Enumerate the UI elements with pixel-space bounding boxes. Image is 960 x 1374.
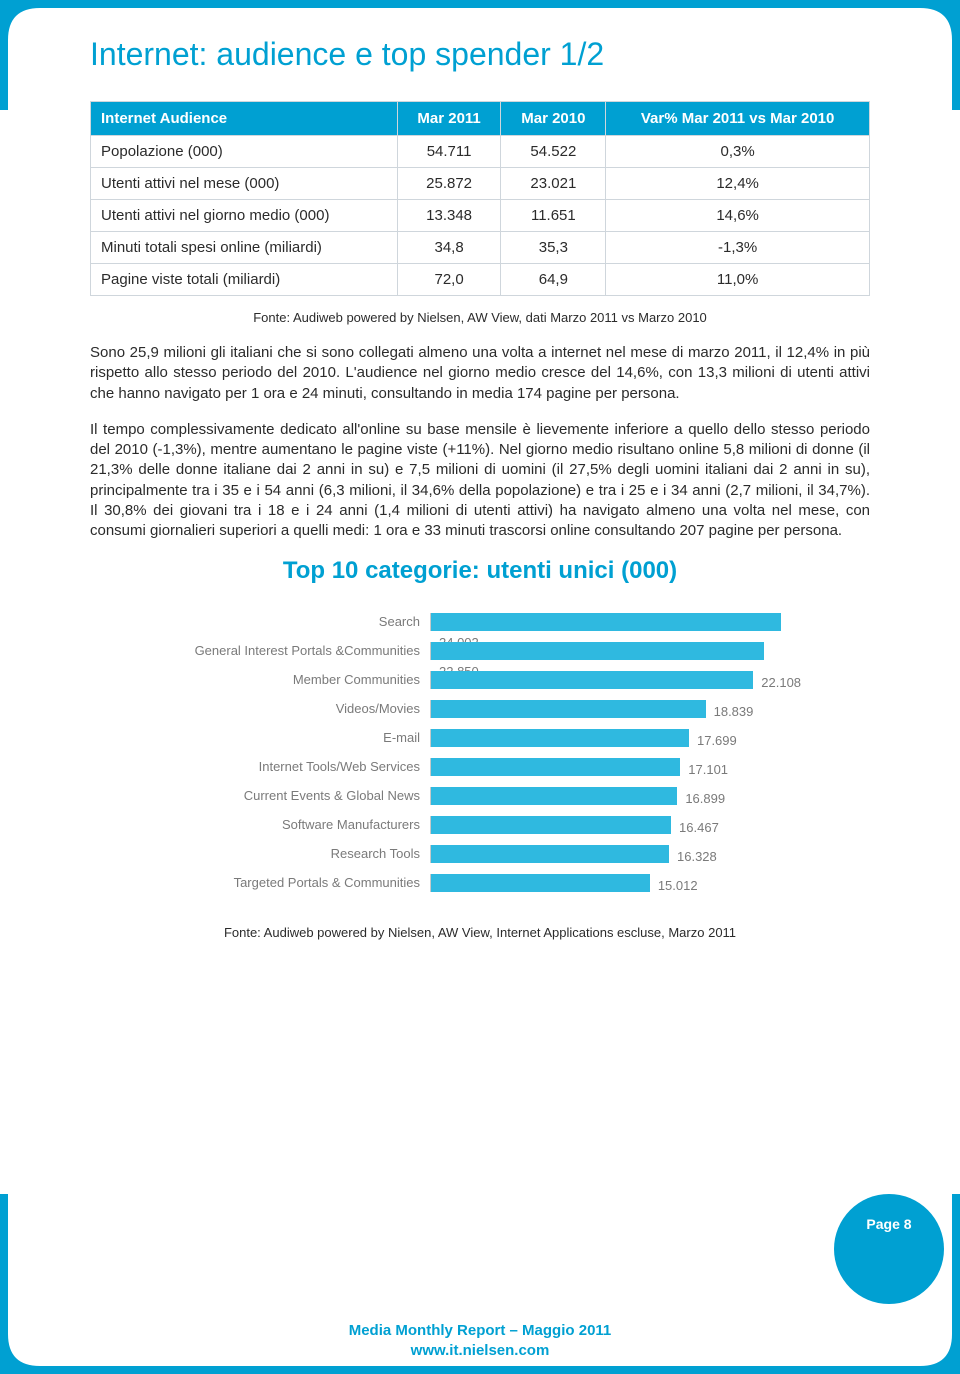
table-cell: 64,9 — [501, 264, 606, 296]
table-cell: 34,8 — [397, 232, 501, 264]
chart-bar-row: Software Manufacturers 16.467 — [150, 810, 810, 839]
chart-bar-value: 16.467 — [671, 820, 719, 835]
chart-bar-fill — [431, 642, 764, 660]
chart-bar-value: 18.839 — [706, 704, 754, 719]
top10-chart: Search24.002General Interest Portals &Co… — [150, 607, 810, 897]
chart-bar-label: Targeted Portals & Communities — [150, 875, 430, 890]
chart-bar-fill — [431, 700, 706, 718]
table-header: Mar 2011 — [397, 102, 501, 136]
chart-bar-label: General Interest Portals &Communities — [150, 643, 430, 658]
table-cell: Popolazione (000) — [91, 136, 398, 168]
table-cell: Utenti attivi nel mese (000) — [91, 168, 398, 200]
table-header-row: Internet Audience Mar 2011 Mar 2010 Var%… — [91, 102, 870, 136]
table-cell: 11,0% — [606, 264, 870, 296]
chart-bar-fill — [431, 787, 677, 805]
chart-bar-row: Targeted Portals & Communities 15.012 — [150, 868, 810, 897]
table-cell: 0,3% — [606, 136, 870, 168]
chart-bar-fill — [431, 845, 669, 863]
page-number-badge: Page 8 — [834, 1194, 944, 1304]
chart-bar-row: Videos/Movies 18.839 — [150, 694, 810, 723]
table-source: Fonte: Audiweb powered by Nielsen, AW Vi… — [90, 310, 870, 325]
table-cell: 35,3 — [501, 232, 606, 264]
chart-bar-track: 16.899 — [430, 787, 810, 805]
body-paragraph: Sono 25,9 milioni gli italiani che si so… — [90, 343, 870, 404]
chart-bar-track: 16.467 — [430, 816, 810, 834]
page-frame: Internet: audience e top spender 1/2 Int… — [0, 0, 960, 1374]
chart-bar-value: 16.899 — [677, 791, 725, 806]
table-header: Internet Audience — [91, 102, 398, 136]
table-cell: 23.021 — [501, 168, 606, 200]
chart-title: Top 10 categorie: utenti unici (000) — [90, 557, 870, 585]
table-cell: Pagine viste totali (miliardi) — [91, 264, 398, 296]
table-row: Utenti attivi nel mese (000)25.87223.021… — [91, 168, 870, 200]
chart-bar-track: 17.699 — [430, 729, 810, 747]
table-cell: 11.651 — [501, 200, 606, 232]
table-cell: Minuti totali spesi online (miliardi) — [91, 232, 398, 264]
chart-bar-label: Research Tools — [150, 846, 430, 861]
chart-bar-label: Videos/Movies — [150, 701, 430, 716]
chart-bar-track: 17.101 — [430, 758, 810, 776]
chart-bar-track: 24.002 — [430, 613, 810, 631]
chart-bar-value: 22.108 — [753, 675, 801, 690]
body-paragraph: Il tempo complessivamente dedicato all'o… — [90, 420, 870, 542]
chart-bar-track: 15.012 — [430, 874, 810, 892]
chart-bar-fill — [431, 816, 671, 834]
chart-bar-row: Internet Tools/Web Services 17.101 — [150, 752, 810, 781]
chart-bar-row: Search24.002 — [150, 607, 810, 636]
table-header: Mar 2010 — [501, 102, 606, 136]
chart-bar-fill — [431, 613, 781, 631]
table-cell: -1,3% — [606, 232, 870, 264]
chart-bar-fill — [431, 874, 650, 892]
table-cell: 12,4% — [606, 168, 870, 200]
chart-bar-label: Software Manufacturers — [150, 817, 430, 832]
chart-bar-fill — [431, 671, 753, 689]
chart-bar-row: Current Events & Global News 16.899 — [150, 781, 810, 810]
table-cell: 72,0 — [397, 264, 501, 296]
chart-bar-row: General Interest Portals &Communities22.… — [150, 636, 810, 665]
chart-bar-label: Member Communities — [150, 672, 430, 687]
page-number-label: Page 8 — [866, 1216, 911, 1232]
footer-report-title: Media Monthly Report – Maggio 2011 — [0, 1321, 960, 1341]
table-row: Popolazione (000)54.71154.5220,3% — [91, 136, 870, 168]
table-cell: 54.711 — [397, 136, 501, 168]
chart-bar-track: 22.850 — [430, 642, 810, 660]
chart-bar-track: 16.328 — [430, 845, 810, 863]
chart-bar-label: Internet Tools/Web Services — [150, 759, 430, 774]
chart-bar-fill — [431, 729, 689, 747]
table-cell: 25.872 — [397, 168, 501, 200]
chart-bar-fill — [431, 758, 680, 776]
chart-bar-value: 17.699 — [689, 733, 737, 748]
chart-bar-value: 17.101 — [680, 762, 728, 777]
chart-bar-row: Research Tools 16.328 — [150, 839, 810, 868]
chart-bar-value: 15.012 — [650, 878, 698, 893]
chart-bar-row: Member Communities 22.108 — [150, 665, 810, 694]
chart-source: Fonte: Audiweb powered by Nielsen, AW Vi… — [90, 925, 870, 940]
table-cell: 14,6% — [606, 200, 870, 232]
chart-bar-value: 16.328 — [669, 849, 717, 864]
table-row: Utenti attivi nel giorno medio (000)13.3… — [91, 200, 870, 232]
table-row: Minuti totali spesi online (miliardi)34,… — [91, 232, 870, 264]
table-header: Var% Mar 2011 vs Mar 2010 — [606, 102, 870, 136]
footer-url: www.it.nielsen.com — [0, 1341, 960, 1361]
chart-bar-label: E-mail — [150, 730, 430, 745]
table-cell: Utenti attivi nel giorno medio (000) — [91, 200, 398, 232]
table-row: Pagine viste totali (miliardi)72,064,911… — [91, 264, 870, 296]
chart-bar-row: E-mail 17.699 — [150, 723, 810, 752]
table-cell: 54.522 — [501, 136, 606, 168]
chart-bar-label: Search — [150, 614, 430, 629]
chart-bar-label: Current Events & Global News — [150, 788, 430, 803]
chart-bar-track: 22.108 — [430, 671, 810, 689]
chart-bar-track: 18.839 — [430, 700, 810, 718]
footer: Media Monthly Report – Maggio 2011 www.i… — [0, 1321, 960, 1360]
content-area: Internet: audience e top spender 1/2 Int… — [90, 30, 870, 940]
table-cell: 13.348 — [397, 200, 501, 232]
page-title: Internet: audience e top spender 1/2 — [90, 36, 870, 73]
audience-table: Internet Audience Mar 2011 Mar 2010 Var%… — [90, 101, 870, 296]
